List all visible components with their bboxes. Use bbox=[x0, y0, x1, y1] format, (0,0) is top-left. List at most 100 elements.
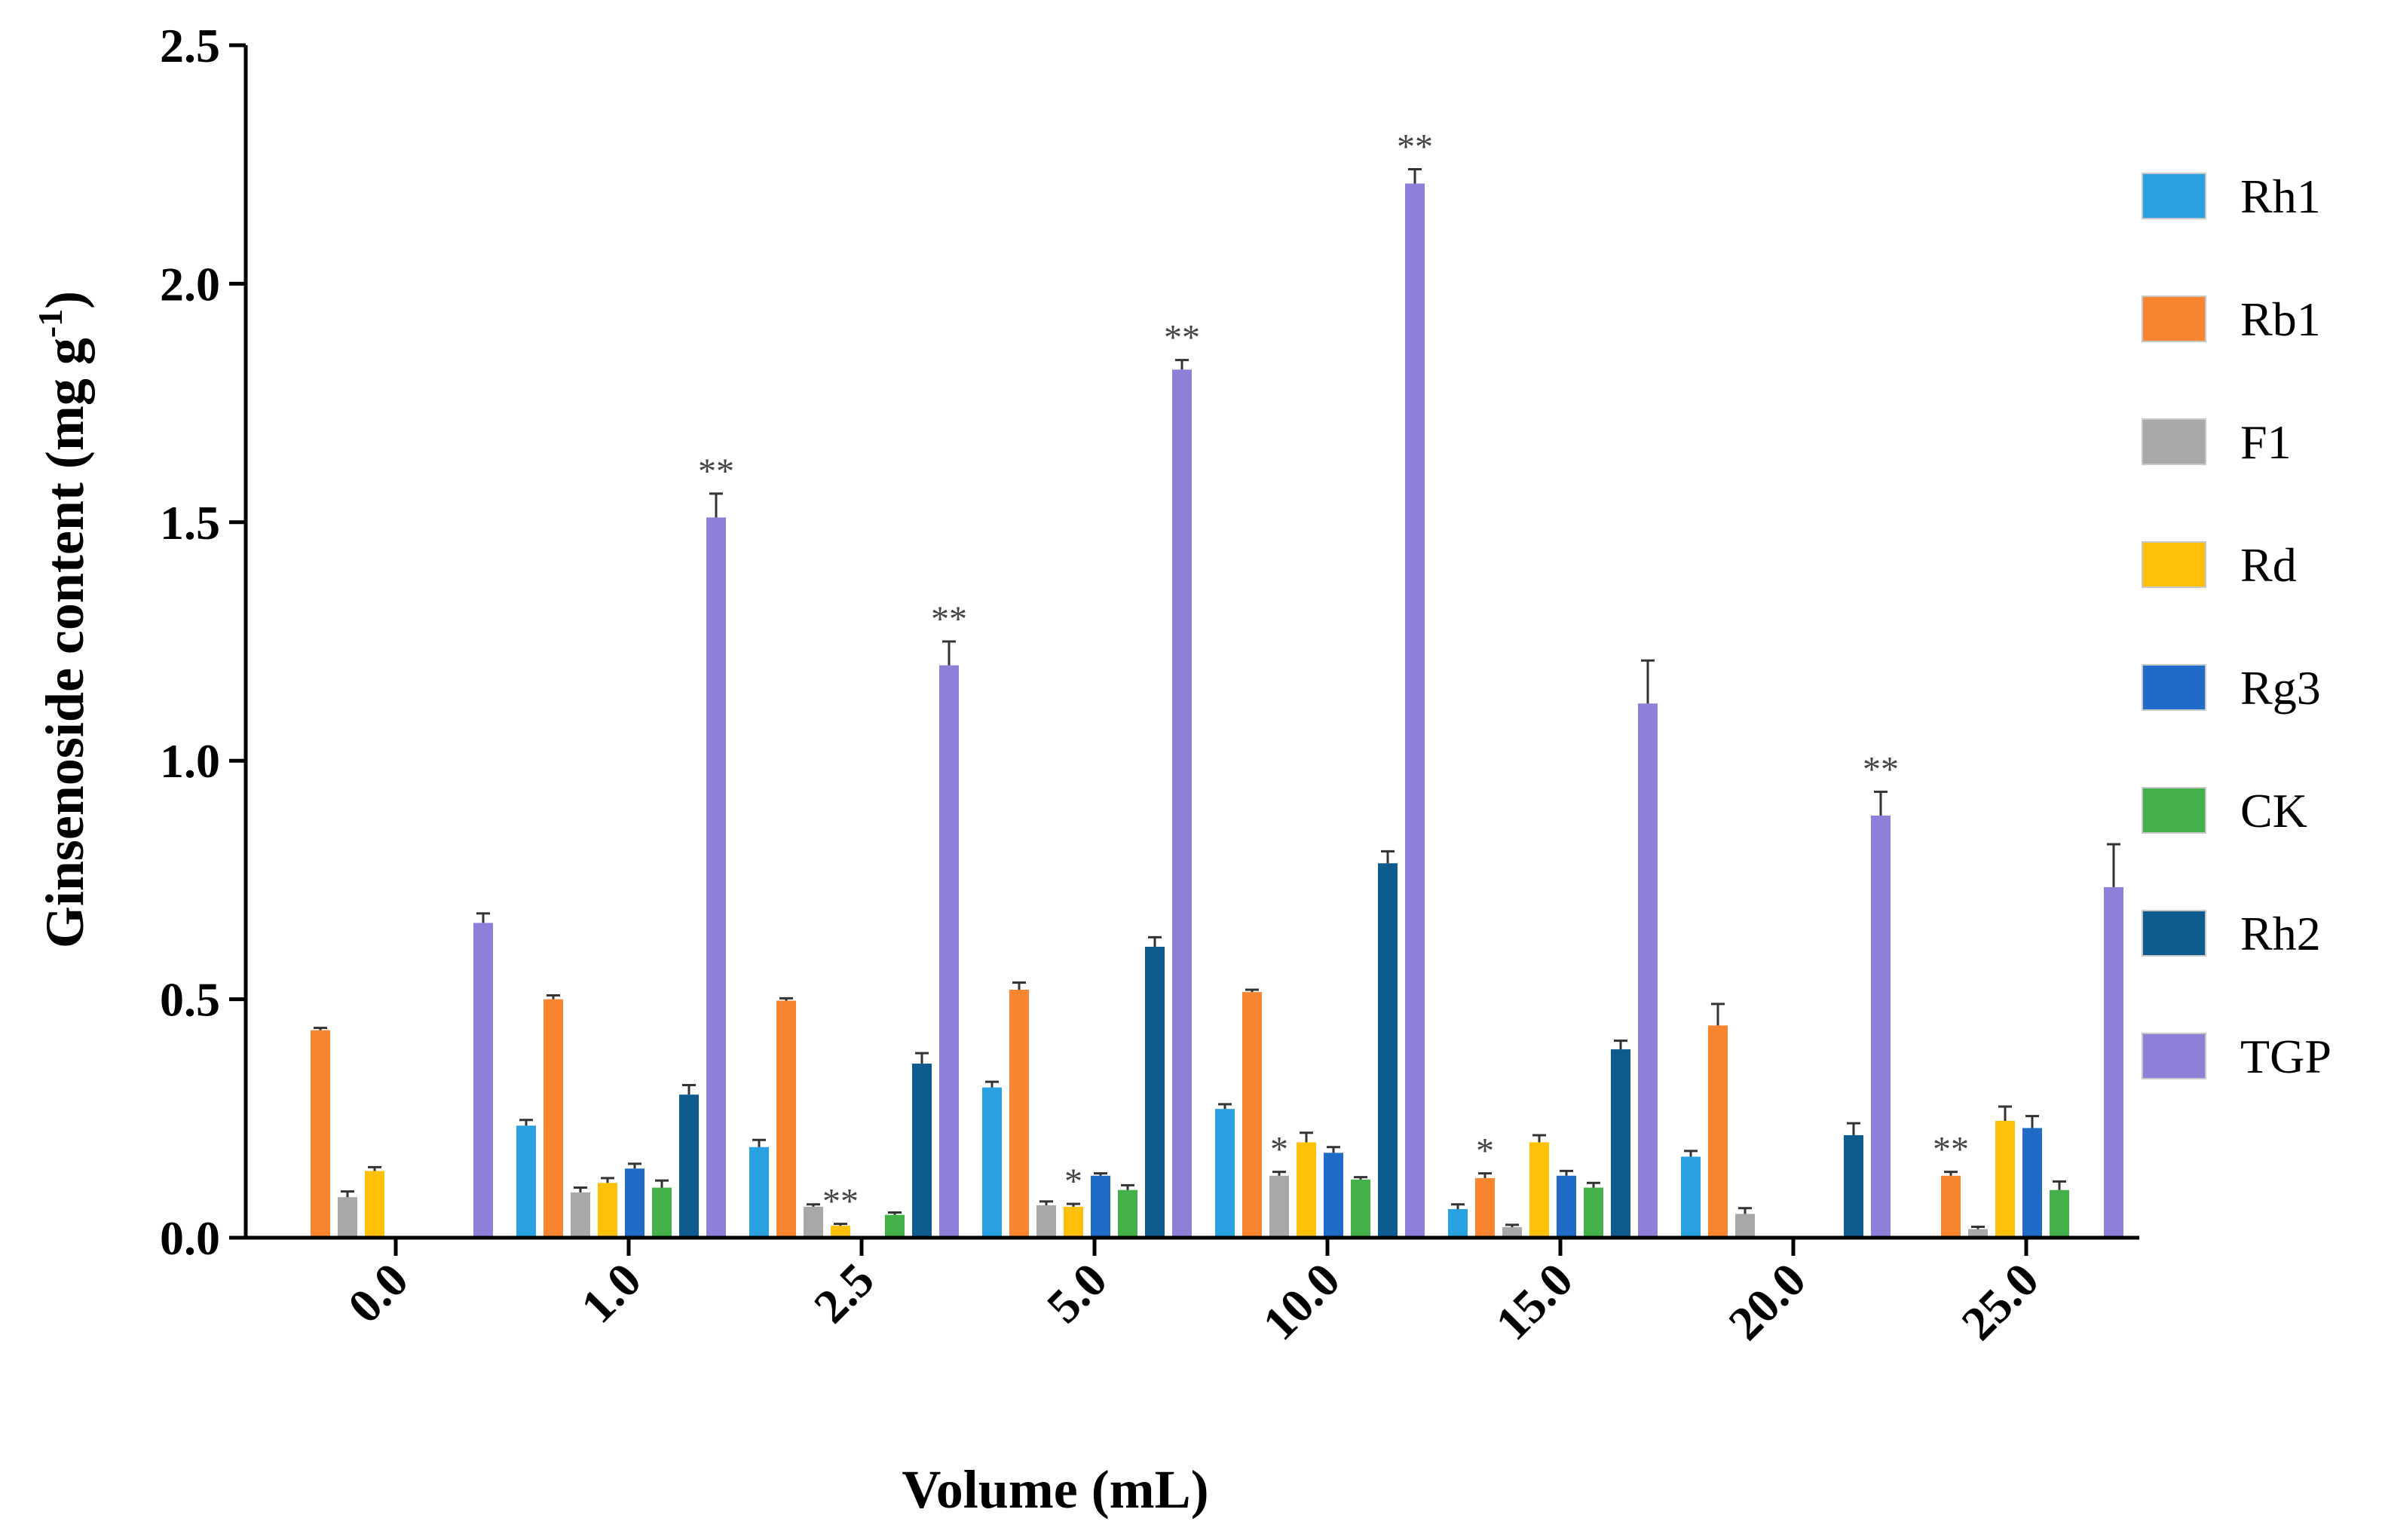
bar-tgp bbox=[1405, 183, 1425, 1238]
bar-f1 bbox=[1036, 1205, 1056, 1238]
x-tick-label: 0.0 bbox=[338, 1253, 418, 1333]
bar-tgp bbox=[1172, 369, 1192, 1238]
x-tick-label: 10.0 bbox=[1252, 1253, 1349, 1350]
significance-mark: ** bbox=[1933, 1130, 1969, 1170]
y-axis-title-close: ) bbox=[35, 291, 95, 309]
y-tick-label: 0.5 bbox=[160, 973, 220, 1027]
bar-f1 bbox=[1735, 1214, 1755, 1238]
bar-f1 bbox=[1269, 1175, 1289, 1238]
bar-rd bbox=[598, 1183, 617, 1238]
y-tick-label: 1.0 bbox=[160, 734, 220, 788]
bar-tgp bbox=[473, 923, 493, 1238]
x-tick-label: 5.0 bbox=[1036, 1253, 1117, 1333]
legend-label-rd: Rd bbox=[2240, 538, 2297, 592]
bar-f1 bbox=[804, 1206, 823, 1238]
y-axis-title-sup: -1 bbox=[31, 309, 69, 338]
bar-rb1 bbox=[1708, 1025, 1728, 1238]
bar-rb1 bbox=[1009, 989, 1029, 1238]
x-tick-label: 1.0 bbox=[571, 1253, 651, 1333]
x-tick-label: 15.0 bbox=[1485, 1253, 1582, 1350]
bar-rg3 bbox=[625, 1168, 644, 1238]
significance-mark: ** bbox=[1397, 127, 1433, 167]
y-axis: 0.0 0.5 1.0 1.5 2.0 2.5 bbox=[160, 19, 248, 1265]
bar-rh2 bbox=[679, 1095, 699, 1238]
x-axis-title: Volume (mL) bbox=[902, 1459, 1208, 1520]
significance-mark: * bbox=[1064, 1162, 1082, 1202]
bar-rg3 bbox=[1557, 1175, 1576, 1238]
bar-ck bbox=[1584, 1187, 1603, 1238]
bar-ck bbox=[2050, 1189, 2069, 1238]
bar-rb1 bbox=[1475, 1177, 1495, 1238]
significance-mark: ** bbox=[822, 1182, 859, 1222]
bar-rb1 bbox=[1242, 992, 1262, 1238]
bar-tgp bbox=[706, 517, 726, 1238]
bar-f1 bbox=[338, 1197, 357, 1238]
legend-label-f1: F1 bbox=[2240, 415, 2292, 469]
legend-swatch-f1 bbox=[2142, 418, 2206, 465]
bar-rh1 bbox=[1215, 1109, 1235, 1238]
bar-rd bbox=[1529, 1142, 1549, 1238]
legend-label-tgp: TGP bbox=[2240, 1030, 2331, 1083]
legend-swatch-rd bbox=[2142, 541, 2206, 588]
legend-swatch-rb1 bbox=[2142, 295, 2206, 342]
legend-label-rg3: Rg3 bbox=[2240, 661, 2321, 715]
x-axis: 0.0 1.0 2.5 5.0 10.0 15.0 20.0 25.0 bbox=[246, 1235, 2139, 1350]
y-axis-title-main: Ginsenoside content (mg g bbox=[35, 338, 95, 948]
bar-rd bbox=[1064, 1206, 1083, 1238]
bar-rh1 bbox=[1681, 1156, 1701, 1238]
legend: Rh1 Rb1 F1 Rd Rg3 CK Rh2 TGP bbox=[2142, 170, 2331, 1083]
y-tick-label: 2.5 bbox=[160, 19, 220, 72]
y-tick-label: 2.0 bbox=[160, 257, 220, 311]
bar-rh1 bbox=[1448, 1209, 1468, 1238]
y-tick-label: 0.0 bbox=[160, 1211, 220, 1265]
bar-f1 bbox=[1968, 1229, 1988, 1238]
significance-mark: * bbox=[1270, 1130, 1288, 1170]
x-tick-label: 2.5 bbox=[804, 1253, 884, 1333]
legend-swatch-tgp bbox=[2142, 1033, 2206, 1079]
bar-rb1 bbox=[1941, 1175, 1961, 1238]
bar-rh1 bbox=[516, 1125, 536, 1238]
significance-mark: ** bbox=[698, 452, 734, 491]
bar-f1 bbox=[1502, 1227, 1522, 1238]
legend-swatch-rh2 bbox=[2142, 910, 2206, 957]
y-tick-label: 1.5 bbox=[160, 496, 220, 550]
significance-mark: * bbox=[1476, 1131, 1494, 1171]
bar-rd bbox=[1995, 1120, 2015, 1238]
bar-rg3 bbox=[2022, 1128, 2042, 1238]
x-tick-label: 20.0 bbox=[1718, 1253, 1815, 1350]
significance-mark: ** bbox=[1863, 749, 1899, 789]
legend-label-rh1: Rh1 bbox=[2240, 170, 2321, 223]
bar-ck bbox=[1118, 1189, 1137, 1238]
bar-ck bbox=[652, 1187, 672, 1238]
bar-rh1 bbox=[749, 1147, 769, 1238]
bar-tgp bbox=[939, 665, 959, 1238]
bar-rd bbox=[1297, 1142, 1316, 1238]
legend-swatch-rg3 bbox=[2142, 664, 2206, 711]
legend-label-ck: CK bbox=[2240, 784, 2307, 837]
plot-area: * **************** bbox=[311, 127, 2123, 1238]
bar-f1 bbox=[571, 1192, 590, 1238]
significance-mark: ** bbox=[1164, 318, 1200, 358]
bar-rd bbox=[831, 1226, 850, 1238]
legend-swatch-rh1 bbox=[2142, 173, 2206, 219]
bar-rh2 bbox=[1378, 863, 1398, 1238]
legend-label-rb1: Rb1 bbox=[2240, 292, 2321, 346]
bar-ck bbox=[1351, 1179, 1370, 1238]
bar-tgp bbox=[1638, 703, 1658, 1238]
bar-rb1 bbox=[311, 1030, 330, 1238]
bar-rh2 bbox=[1145, 946, 1165, 1238]
bar-ck bbox=[885, 1214, 905, 1238]
bar-tgp bbox=[1871, 815, 1891, 1238]
bar-rh2 bbox=[912, 1064, 932, 1238]
bar-rh2 bbox=[1844, 1134, 1863, 1238]
legend-label-rh2: Rh2 bbox=[2240, 907, 2321, 960]
bar-rg3 bbox=[1324, 1153, 1343, 1238]
bar-rb1 bbox=[776, 1000, 796, 1238]
bar-tgp bbox=[2104, 886, 2123, 1238]
bar-rg3 bbox=[1091, 1175, 1110, 1238]
bar-rd bbox=[365, 1171, 384, 1238]
y-axis-title: Ginsenoside content (mg g-1) bbox=[31, 291, 95, 948]
bar-rb1 bbox=[543, 999, 563, 1238]
bar-rh1 bbox=[982, 1087, 1002, 1238]
